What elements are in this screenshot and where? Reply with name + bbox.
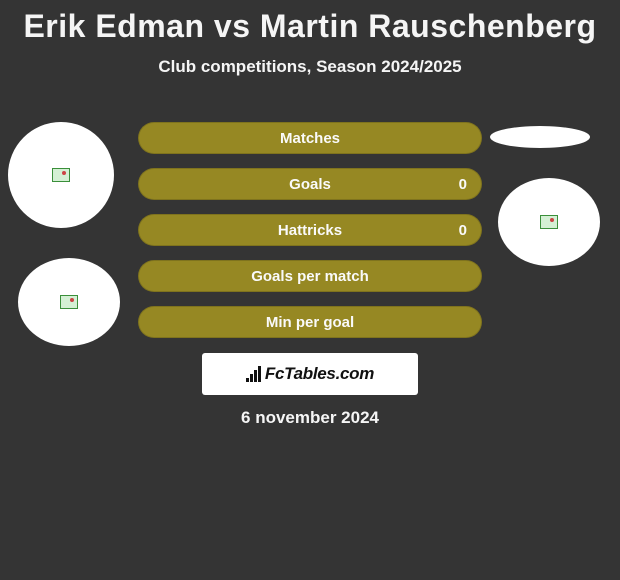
fctables-badge: FcTables.com <box>202 353 418 395</box>
stat-bar-value-right: 0 <box>459 222 467 239</box>
page-title: Erik Edman vs Martin Rauschenberg <box>0 0 620 45</box>
broken-image-icon <box>52 168 70 182</box>
stat-bar: Matches <box>138 122 482 154</box>
player-avatar <box>498 178 600 266</box>
stat-bar: Goals 0 <box>138 168 482 200</box>
player-avatar <box>18 258 120 346</box>
date-label: 6 november 2024 <box>0 408 620 428</box>
stat-bar: Goals per match <box>138 260 482 292</box>
broken-image-icon <box>540 215 558 229</box>
badge-text: FcTables.com <box>265 364 374 384</box>
stat-bar-label: Hattricks <box>278 222 342 239</box>
broken-image-icon <box>60 295 78 309</box>
stat-bar-label: Goals per match <box>251 268 369 285</box>
page-subtitle: Club competitions, Season 2024/2025 <box>0 57 620 77</box>
stat-bar: Hattricks 0 <box>138 214 482 246</box>
stat-bar-label: Goals <box>289 176 331 193</box>
stat-bar-label: Matches <box>280 130 340 147</box>
stat-bar-label: Min per goal <box>266 314 354 331</box>
player-avatar <box>8 122 114 228</box>
comparison-bars: Matches Goals 0 Hattricks 0 Goals per match Mi… <box>138 122 482 352</box>
stat-bar: Min per goal <box>138 306 482 338</box>
stat-bar-value-right: 0 <box>459 176 467 193</box>
bars-icon <box>246 366 261 382</box>
player-avatar-oval <box>490 126 590 148</box>
